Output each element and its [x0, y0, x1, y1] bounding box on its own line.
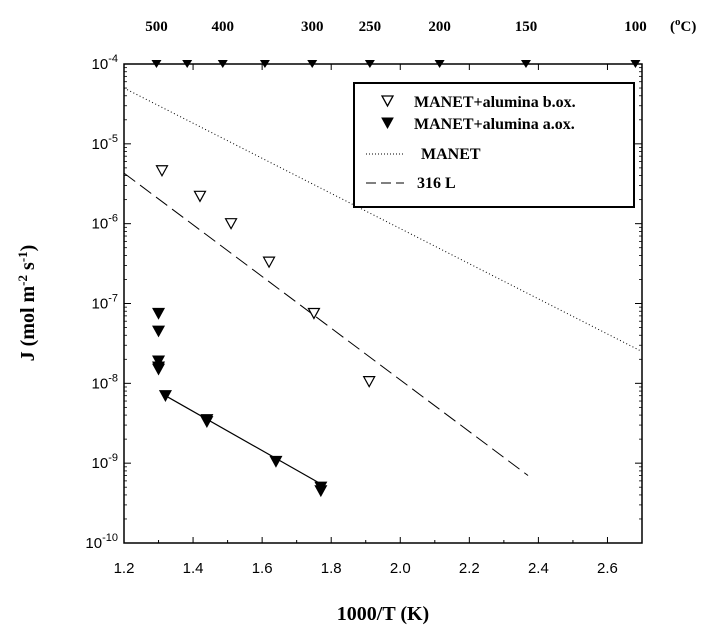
legend: MANET+alumina b.ox. MANET+alumina a.ox. …: [353, 82, 635, 208]
x-tick-label: 1.8: [321, 560, 342, 577]
legend-box: [353, 82, 635, 208]
b-ox-point: [262, 256, 276, 269]
316l-dashed-line: [123, 172, 529, 476]
y-tick-label: 10-10: [85, 532, 118, 552]
y-tick-label: 10-5: [92, 133, 118, 153]
legend-label-a-ox: MANET+alumina a.ox.: [414, 116, 575, 133]
top-temperature-axis: 500 400 300 250 200 150 100: [145, 19, 647, 68]
y-tick-base: 10: [92, 375, 109, 392]
y-tick-base: 10: [85, 535, 102, 552]
top-axis-marker: [434, 60, 445, 68]
y-tick-exp: -9: [108, 452, 118, 464]
legend-label-316l: 316 L: [417, 175, 456, 192]
y-title-end: ): [17, 245, 39, 252]
y-tick-label: 10-6: [92, 213, 118, 233]
x-axis: 1.2 1.4 1.6 1.8 2.0 2.2 2.4 2.6: [114, 64, 618, 577]
top-axis-label: 250: [359, 19, 382, 35]
a-ox-point: [158, 390, 172, 402]
x-tick-label: 2.2: [459, 560, 480, 577]
y-title-exp1: -2: [15, 275, 30, 286]
top-unit-degree: o: [675, 16, 681, 28]
b-ox-point: [224, 218, 238, 230]
y-tick-base: 10: [92, 455, 109, 472]
y-title-exp2: -1: [15, 251, 30, 262]
top-axis-label: 500: [145, 19, 168, 35]
top-axis-marker: [520, 60, 531, 68]
legend-label-manet: MANET: [421, 146, 481, 163]
y-tick-label: 10-7: [92, 293, 118, 313]
x-tick-label: 2.0: [390, 560, 411, 577]
y-tick-base: 10: [92, 136, 109, 153]
top-unit-rest: C): [681, 19, 697, 35]
y-tick-exp: -10: [102, 532, 118, 544]
x-tick-label: 1.4: [183, 560, 204, 577]
series-lines: [123, 87, 643, 485]
top-axis-marker: [151, 60, 162, 68]
a-ox-point: [314, 485, 328, 498]
top-axis-label: 400: [212, 19, 235, 35]
a-ox-point: [200, 416, 214, 429]
legend-marker-open-triangle: [380, 95, 395, 108]
series-markers: [152, 165, 376, 498]
y-tick-exp: -6: [108, 213, 118, 225]
legend-marker-filled-triangle: [381, 117, 394, 130]
x-tick-label: 2.6: [597, 560, 618, 577]
y-title-main: J (mol m: [17, 285, 39, 361]
a-ox-point: [152, 307, 166, 320]
x-tick-label: 1.2: [114, 560, 135, 577]
y-tick-exp: -7: [108, 293, 118, 305]
top-axis-marker: [307, 60, 318, 68]
y-tick-exp: -4: [108, 53, 118, 65]
manet-dotted-line: [123, 87, 643, 353]
y-tick-label: 10-8: [92, 372, 118, 392]
y-tick-exp: -5: [108, 133, 118, 145]
y-axis-title: J (mol m-2 s-1): [15, 245, 39, 362]
x-tick-label: 2.4: [528, 560, 549, 577]
top-axis-label: 300: [301, 19, 324, 35]
x-tick-label: 1.6: [252, 560, 273, 577]
y-title-mid: s: [17, 262, 39, 275]
top-axis-label: 150: [515, 19, 538, 35]
x-axis-title: 1000/T (K): [337, 603, 429, 625]
a-ox-point: [152, 325, 166, 338]
y-tick-base: 10: [92, 56, 109, 73]
b-ox-point: [362, 376, 376, 388]
a-ox-fit-line: [165, 395, 322, 485]
b-ox-point: [155, 165, 169, 178]
a-ox-point: [152, 363, 166, 376]
top-axis-marker: [217, 60, 228, 68]
top-axis-marker: [259, 60, 270, 68]
b-ox-point: [307, 307, 321, 320]
b-ox-point: [193, 190, 207, 203]
y-tick-base: 10: [92, 216, 109, 233]
top-axis-marker: [182, 60, 193, 68]
y-tick-base: 10: [92, 296, 109, 313]
top-axis-marker: [630, 60, 641, 68]
a-ox-point: [269, 455, 283, 468]
top-axis-unit-label: (oC): [670, 16, 696, 35]
top-axis-marker: [364, 60, 375, 68]
top-unit-open: (: [670, 19, 675, 35]
legend-label-b-ox: MANET+alumina b.ox.: [414, 94, 576, 111]
y-tick-label: 10-4: [92, 53, 118, 73]
top-axis-label: 100: [624, 19, 647, 35]
y-tick-label: 10-9: [92, 452, 118, 472]
y-tick-exp: -8: [108, 372, 118, 384]
top-axis-label: 200: [428, 19, 451, 35]
a-ox-point: [152, 355, 166, 368]
